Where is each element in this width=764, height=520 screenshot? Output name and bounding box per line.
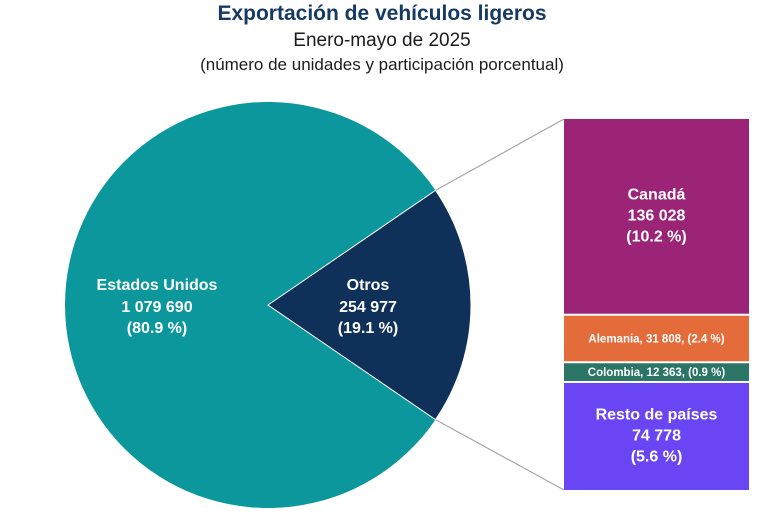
bar-segment-alemania: [564, 315, 749, 362]
connector-line-bottom: [435, 419, 565, 491]
bar-label-name-canada: Canadá: [628, 186, 686, 203]
pie-label-pct-estados-unidos: (80.9 %): [127, 320, 187, 337]
pie-label-pct-otros: (19.1 %): [338, 320, 398, 337]
bar-label-value-canada: 136 028: [628, 207, 686, 224]
pie-label-name-estados-unidos: Estados Unidos: [97, 277, 218, 294]
bar-label-name-resto-de-paises: Resto de países: [596, 406, 718, 423]
bar-label-pct-canada: (10.2 %): [626, 228, 686, 245]
bar-segment-canada: [564, 119, 749, 314]
bar-label-value-resto-de-paises: 74 778: [632, 427, 681, 444]
pie-label-value-otros: 254 977: [339, 299, 397, 316]
chart-units-note: (número de unidades y participación porc…: [200, 55, 564, 74]
pie-slice-otros: [267, 189, 472, 421]
pie-label-name-otros: Otros: [347, 277, 390, 294]
pie-slice-estados-unidos: [65, 102, 436, 509]
bar-label-pct-resto-de-paises: (5.6 %): [631, 448, 683, 465]
bar-label-colombia: Colombia, 12 363, (0.9 %): [588, 367, 726, 379]
connector-line-top: [435, 118, 565, 191]
bar-segment-colombia: [564, 363, 749, 381]
bar-label-alemania: Alemania, 31 808, (2.4 %): [588, 333, 724, 345]
pie-label-value-estados-unidos: 1 079 690: [121, 299, 192, 316]
chart-subtitle: Enero-mayo de 2025: [293, 30, 471, 51]
chart-title: Exportación de vehículos ligeros: [217, 2, 547, 25]
bar-segment-resto-de-paises: [564, 382, 749, 490]
